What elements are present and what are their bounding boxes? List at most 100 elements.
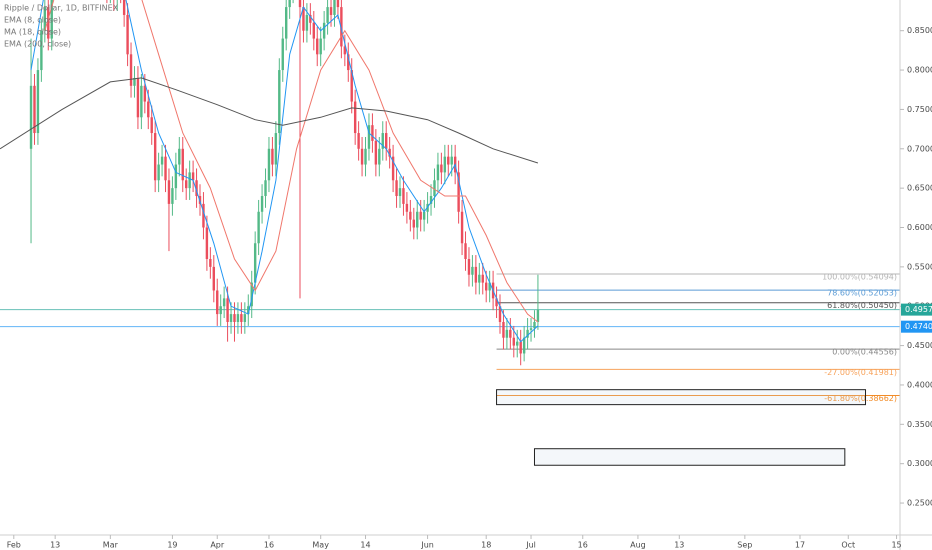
candle-body [278, 70, 281, 134]
chart-title: Ripple / Dollar, 1D, BITFINEX [4, 4, 119, 13]
candle-body [353, 101, 357, 134]
candle-body [436, 164, 440, 181]
x-tick-label: 13 [50, 541, 60, 550]
plot-area: 100.00%(0.54094) 78.60%(0.52053) 61.80%(0.… [0, 0, 900, 466]
candle-body [212, 266, 215, 291]
candle-body [519, 341, 522, 354]
candle-body [481, 274, 484, 283]
candle-body [326, 7, 329, 23]
candle-body [219, 306, 222, 315]
candle-body [253, 243, 257, 283]
candle-body [443, 156, 447, 173]
candle-body [522, 337, 526, 354]
candle-body [371, 125, 374, 141]
candle-body [485, 282, 488, 291]
candle-body [136, 77, 140, 118]
candle-body [178, 148, 181, 165]
candle-body [402, 188, 405, 204]
price-label-box [901, 303, 932, 316]
price-label: 0.49571 [905, 305, 932, 314]
box [496, 389, 867, 406]
candle-body [395, 180, 398, 197]
candle-body [526, 329, 529, 338]
candle-body [260, 196, 264, 212]
legend-entry: MA (18, close) [4, 28, 61, 37]
candle-body [240, 314, 243, 322]
candle-body [191, 172, 195, 181]
candle-body [367, 125, 371, 149]
y-tick-label: 0.75000 [907, 105, 932, 114]
candle-body [319, 38, 322, 55]
candle-body [226, 298, 229, 322]
candle-body [391, 156, 395, 181]
candle-body [222, 298, 226, 307]
fib-label: 61.80%(0.50450) [827, 301, 897, 310]
candle-body [195, 180, 198, 197]
candle-body [247, 306, 250, 315]
candle-body [398, 188, 402, 197]
candle-body [143, 85, 147, 102]
x-tick-label: Jun [420, 541, 434, 550]
candle-body [364, 148, 367, 165]
x-tick-label: Mar [103, 541, 119, 550]
candle-body [243, 314, 247, 322]
candle-body [181, 148, 184, 181]
price-label-box [901, 320, 932, 333]
y-tick-label: 0.40000 [907, 380, 932, 389]
candle-body [385, 133, 388, 149]
candle-body [471, 266, 474, 275]
candle-body [281, 38, 284, 71]
candle-body [167, 180, 171, 204]
x-tick-label: Apr [210, 541, 225, 550]
candle-body [233, 314, 236, 322]
candle-body [533, 321, 536, 329]
candle-body [153, 133, 157, 181]
candle-body [536, 309, 540, 322]
x-tick-label: Oct [841, 541, 855, 550]
indicator-line [0, 77, 539, 164]
box [533, 448, 846, 466]
candle-body [460, 211, 464, 244]
candle-body [488, 282, 491, 291]
candle-body [329, 7, 333, 15]
y-tick-label: 0.35000 [907, 420, 932, 429]
candle-body [302, 7, 305, 31]
indicator-line [44, 0, 539, 323]
candle-body [374, 140, 378, 165]
candle-body [216, 290, 219, 315]
candle-body [409, 211, 412, 220]
fib-label: -61.80%(0.38662) [824, 394, 897, 403]
candle-body [412, 219, 415, 228]
candle-body [478, 274, 481, 283]
y-tick-label: 0.70000 [907, 144, 932, 153]
candle-body [333, 0, 336, 15]
candle-body [495, 298, 498, 307]
candle-body [288, 0, 291, 8]
x-tick-label: 19 [167, 541, 177, 550]
candle-body [126, 14, 129, 55]
candle-body [512, 337, 515, 346]
candle-body [160, 156, 164, 165]
candle-body [509, 329, 512, 338]
candle-body [498, 306, 502, 322]
candle-body [474, 266, 478, 283]
y-tick-label: 0.60000 [907, 223, 932, 232]
candle-body [43, 7, 47, 31]
candle-body [150, 117, 153, 134]
fib-label: 78.60%(0.52053) [827, 289, 897, 298]
candle-body [378, 148, 381, 165]
candle-body [467, 258, 471, 275]
candle-body [340, 7, 343, 47]
candle-body [122, 0, 126, 15]
y-tick-label: 0.85000 [907, 26, 932, 35]
candle-body [267, 148, 271, 181]
candle-body [188, 172, 191, 189]
candle-body [140, 85, 143, 118]
candle-body [316, 38, 319, 55]
candle-body [36, 70, 40, 134]
candle-body [250, 282, 253, 307]
candle-body [202, 203, 205, 228]
fib-label: -27.00%(0.41981) [824, 368, 897, 377]
